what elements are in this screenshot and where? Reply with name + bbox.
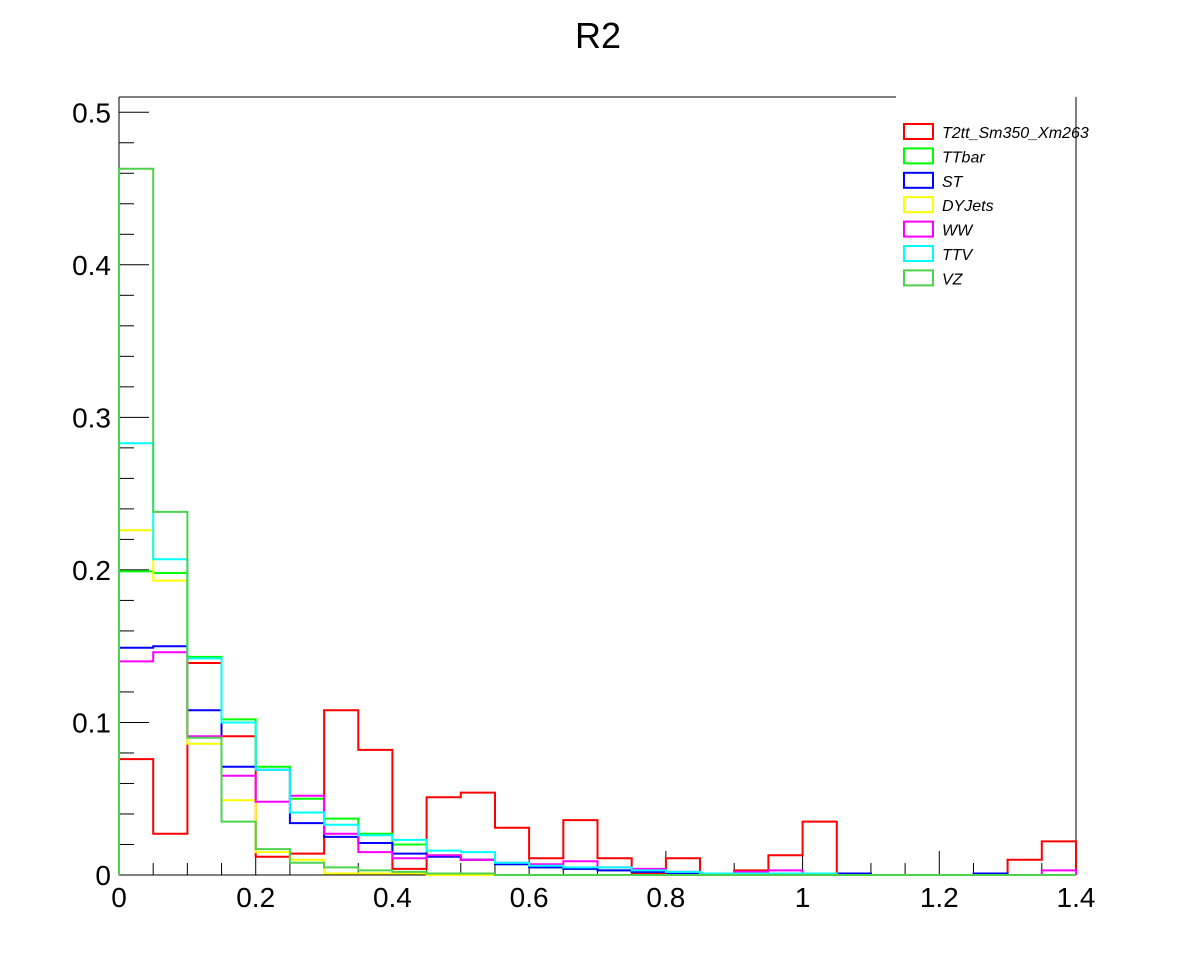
legend-label-ww: WW — [942, 223, 974, 240]
y-tick-label: 0.3 — [72, 402, 111, 433]
legend-label-vz: VZ — [942, 271, 964, 288]
y-tick-label: 0.2 — [72, 555, 111, 586]
legend-label-dyjets: DYJets — [942, 198, 994, 215]
legend: T2tt_Sm350_Xm263 TTbar ST DYJets WW TTV VZ — [903, 123, 1089, 288]
legend-swatch-ww — [903, 220, 934, 238]
axes: 0 0.2 0.4 0.6 0.8 1 1.2 1.4 0 0.1 0.2 0.3 0.4 0.5 — [72, 96, 1096, 913]
legend-swatch-dyjets — [903, 196, 934, 214]
x-tick-label: 0.8 — [646, 882, 685, 913]
y-tick-label: 0.1 — [72, 707, 111, 738]
histogram-ttv — [118, 442, 1076, 876]
x-tick-label: 0.6 — [510, 882, 549, 913]
x-tick-label: 0.4 — [373, 882, 412, 913]
legend-swatch-vz — [903, 269, 934, 287]
histogram-vz — [118, 167, 1076, 876]
legend-label-ttv: TTV — [942, 247, 974, 264]
x-tick-label: 0 — [111, 882, 127, 913]
legend-label-st: ST — [942, 174, 964, 191]
chart-title: R2 — [575, 15, 621, 56]
legend-swatch-t2tt-sm350-xm263 — [903, 123, 934, 140]
x-tick-label: 0.2 — [236, 882, 275, 913]
y-tick-label: 0.5 — [72, 97, 111, 128]
x-tick-label: 1.4 — [1057, 882, 1096, 913]
y-tick-label: 0 — [95, 860, 111, 891]
legend-swatch-ttv — [903, 245, 934, 262]
x-tick-label: 1 — [795, 882, 811, 913]
legend-label-t2tt-sm350-xm263: T2tt_Sm350_Xm263 — [942, 125, 1089, 142]
legend-label-ttbar: TTbar — [942, 149, 985, 166]
x-tick-label: 1.2 — [920, 882, 959, 913]
plot-area — [118, 167, 1077, 876]
y-tick-label: 0.4 — [72, 250, 111, 281]
legend-swatch-st — [903, 171, 934, 189]
legend-swatch-ttbar — [903, 147, 934, 165]
